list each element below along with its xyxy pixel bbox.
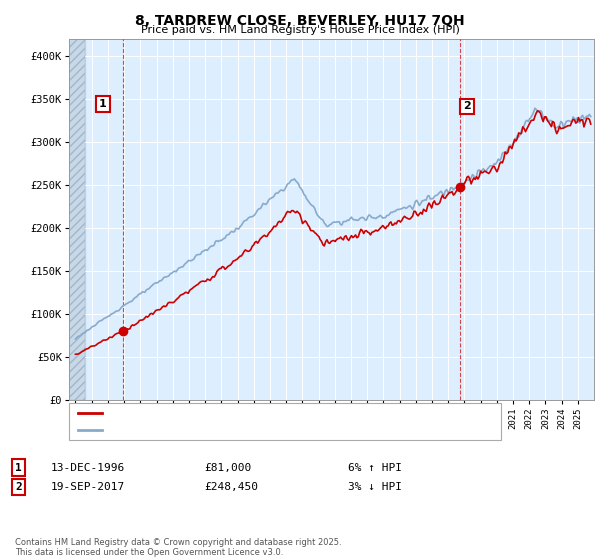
Text: 1: 1	[99, 99, 107, 109]
Text: 6% ↑ HPI: 6% ↑ HPI	[348, 463, 402, 473]
Text: 2: 2	[463, 101, 471, 111]
Text: 19-SEP-2017: 19-SEP-2017	[51, 482, 125, 492]
Text: £81,000: £81,000	[204, 463, 251, 473]
Text: Contains HM Land Registry data © Crown copyright and database right 2025.
This d: Contains HM Land Registry data © Crown c…	[15, 538, 341, 557]
Text: 13-DEC-1996: 13-DEC-1996	[51, 463, 125, 473]
Text: 8, TARDREW CLOSE, BEVERLEY, HU17 7QH (detached house): 8, TARDREW CLOSE, BEVERLEY, HU17 7QH (de…	[106, 405, 405, 415]
Text: 1: 1	[15, 463, 22, 473]
Bar	[67, 39, 85, 400]
Text: HPI: Average price, detached house, East Riding of Yorkshire: HPI: Average price, detached house, East…	[106, 422, 402, 432]
Text: 8, TARDREW CLOSE, BEVERLEY, HU17 7QH: 8, TARDREW CLOSE, BEVERLEY, HU17 7QH	[135, 14, 465, 28]
Bar	[67, 39, 85, 400]
Text: £248,450: £248,450	[204, 482, 258, 492]
Text: Price paid vs. HM Land Registry's House Price Index (HPI): Price paid vs. HM Land Registry's House …	[140, 25, 460, 35]
Text: 3% ↓ HPI: 3% ↓ HPI	[348, 482, 402, 492]
Text: 2: 2	[15, 482, 22, 492]
